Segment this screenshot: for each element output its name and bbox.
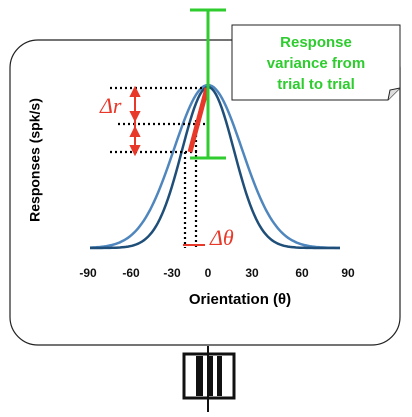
- annotation-line: Response: [280, 34, 352, 51]
- x-tick-label: 90: [341, 266, 355, 280]
- y-axis-label: Responses (spk/s): [27, 98, 43, 222]
- stimulus-icon: [182, 346, 236, 412]
- annotation-line: trial to trial: [277, 76, 355, 93]
- tuning-curve: [90, 85, 340, 250]
- x-axis-label: Orientation (θ): [189, 291, 291, 308]
- x-tick-label: 30: [245, 266, 259, 280]
- slope-segment: [187, 87, 210, 153]
- delta-theta: Δθ: [209, 225, 234, 250]
- callout-fold: [387, 87, 401, 101]
- x-tick-label: 0: [205, 266, 212, 280]
- tuning-curves: [89, 83, 340, 250]
- x-tick-label: 60: [295, 266, 309, 280]
- delta-r: Δr: [99, 93, 122, 118]
- x-tick-label: -90: [79, 266, 97, 280]
- annotation-line: variance from: [267, 55, 365, 72]
- variance-bar: [190, 8, 226, 160]
- frame: [9, 39, 401, 346]
- x-ticks: -90 -60 -30 0 30 60 90: [79, 266, 355, 280]
- guide-lines: [110, 86, 205, 248]
- tuning-curve: [89, 83, 340, 250]
- x-tick-label: -30: [163, 266, 181, 280]
- x-tick-label: -60: [122, 266, 140, 280]
- delta-r-arrows: [129, 85, 205, 246]
